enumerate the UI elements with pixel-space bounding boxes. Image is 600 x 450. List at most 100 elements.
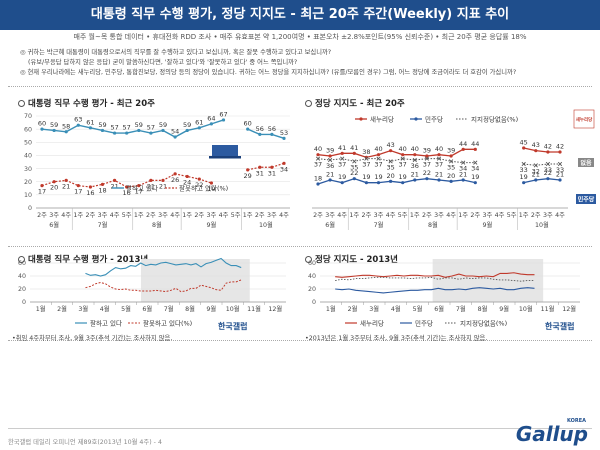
c2-minju-point-10: [437, 178, 441, 182]
c4-month-8: 9월: [499, 304, 509, 313]
c1-x-tick-8: 1주: [134, 211, 144, 219]
c4-ytick-2: 40: [308, 273, 316, 280]
c1-x-tick-18: 2주: [255, 211, 265, 219]
c1-approve-label-7: 57: [123, 124, 131, 132]
c3-disapprove-line-0: [85, 279, 242, 293]
c1-x-tick-13: 2주: [194, 211, 204, 219]
c2-x-tick-8: 1주: [410, 211, 420, 219]
c1-approve-label-17: 60: [244, 120, 252, 128]
c1-disapprove-label-8: 17: [135, 188, 143, 196]
c2-x-tick-11: 4주: [446, 211, 456, 219]
c1-ytick-6: 60: [24, 126, 32, 133]
c1-legend-approve: 잘하고 있다: [126, 184, 158, 193]
c3-legend-approve: 잘하고 있다: [90, 318, 122, 327]
c1-disapprove-label-0: 17: [38, 188, 46, 196]
c2-saenuri-label-1: 39: [326, 147, 334, 155]
c2-x-month-0: 6월: [325, 220, 335, 229]
c1-approve-point-2: [64, 130, 68, 134]
c1-disapprove-point-3: [76, 184, 80, 188]
c2-minju-point-19: [546, 177, 550, 181]
c1-disapprove-point-12: [185, 174, 189, 179]
c1-approve-point-13: [197, 126, 201, 130]
question-1: ◎ 귀하는 박근혜 대통령이 대통령으로서의 직무를 잘 수행하고 있다고 보십…: [20, 49, 332, 56]
c2-saenuri-point-10: [437, 153, 441, 157]
c2-minju-label-20: 21: [556, 171, 564, 179]
c1-approve-line-1: [247, 128, 285, 140]
c2-saenuri-line-1: [523, 147, 560, 153]
c2-saenuri-point-11: [449, 154, 453, 158]
c2-x-tick-2: 4주: [337, 211, 347, 219]
c1-disapprove-point-4: [88, 185, 92, 189]
c2-minju-point-1: [328, 178, 332, 182]
c2-callout-minju-box: [576, 194, 596, 204]
c2-x-tick-6: 4주: [386, 211, 396, 219]
c3-month-5: 6월: [142, 304, 152, 313]
c2-saenuri-point-1: [328, 154, 332, 158]
c2-none-label-20: 33: [556, 166, 564, 174]
c1-ytick-3: 30: [24, 166, 32, 173]
c2-x-tick-10: 3주: [434, 211, 444, 219]
panel-3-title-text: 대통령 직무 수행 평가 - 2013년: [28, 255, 149, 265]
c1-x-tick-5: 3주: [98, 211, 108, 219]
c2-callout-saenuri: 새누리당: [576, 116, 593, 123]
c3-ytick-3: 60: [18, 260, 26, 267]
c2-minju-point-7: [401, 181, 405, 185]
c1-approve-label-14: 64: [207, 114, 215, 122]
c1-disapprove-label-7: 16: [123, 189, 131, 197]
c2-x-tick-17: 1주: [519, 211, 529, 219]
c4-month-3: 4월: [391, 304, 401, 313]
c4-legend-minju: 민주당: [415, 318, 433, 327]
c1-approve-point-7: [125, 131, 129, 135]
c1-approve-label-1: 59: [50, 121, 58, 129]
c2-minju-point-17: [522, 181, 526, 185]
c3-month-3: 4월: [100, 304, 110, 313]
question-1-text: 귀하는 박근혜 대통령이 대통령으로서의 직무를 잘 수행하고 있다고 보십니까…: [27, 49, 332, 56]
c2-minju-label-0: 18: [314, 175, 322, 183]
c4-month-10: 11월: [541, 304, 555, 313]
c1-approve-point-10: [161, 128, 165, 133]
gallup-logo-sup: KOREA: [566, 418, 586, 424]
c1-disapprove-label-5: 18: [98, 186, 106, 194]
c2-none-label-17: 33: [520, 166, 528, 174]
c4-legend-saenuri: 새누리당: [360, 318, 384, 327]
page-title: 대통령 직무 수행 평가, 정당 지지도 - 최근 20주 주간(Weekly)…: [0, 0, 600, 30]
c1-x-month-2: 8월: [152, 220, 162, 229]
c1-disapprove-label-11: 26: [171, 176, 179, 184]
c3-ytick-1: 20: [18, 286, 26, 293]
c2-none-point-9: [424, 156, 430, 161]
c1-approve-label-2: 58: [62, 122, 70, 130]
c2-saenuri-point-5: [376, 153, 381, 157]
note-panel-3: •취임 4주차부터 조사, 9월 3주(추석 기간)는 조사하지 않음.: [12, 335, 173, 342]
c1-x-tick-19: 3주: [267, 211, 277, 219]
bullet-icon: [305, 256, 312, 263]
c2-legend-saenuri: 새누리당: [370, 114, 394, 123]
c2-none-label-1: 36: [326, 162, 334, 170]
c2-x-tick-1: 3주: [325, 211, 335, 219]
c2-none-point-5: [376, 156, 381, 161]
c1-approve-point-9: [149, 131, 153, 135]
c2-saenuri-point-8: [413, 153, 417, 157]
c3-month-9: 10월: [226, 304, 240, 313]
c1-x-tick-4: 2주: [85, 211, 95, 219]
c2-saenuri-label-19: 42: [544, 143, 552, 151]
bullet-icon: [18, 100, 25, 107]
c2-none-label-12: 34: [459, 165, 467, 173]
c1-x-tick-12: 1주: [182, 211, 192, 219]
c2-x-tick-13: 2주: [470, 211, 480, 219]
c1-disapprove-point-20: [282, 161, 286, 165]
blue-house-base-icon: [209, 156, 241, 159]
c3-month-8: 9월: [206, 304, 216, 313]
c2-minju-point-11: [449, 179, 453, 183]
c2-x-tick-20: 4주: [555, 211, 565, 219]
c1-ytick-0: 0: [28, 205, 32, 212]
c2-minju-label-18: 21: [532, 171, 540, 179]
footer-divider: [8, 428, 592, 429]
c2-saenuri-point-6: [389, 149, 393, 153]
c2-none-point-12: [461, 160, 466, 165]
c4-minju-line-0: [335, 287, 535, 294]
c2-saenuri-label-18: 43: [532, 141, 540, 149]
c1-approve-point-6: [113, 131, 117, 135]
c1-approve-label-5: 59: [98, 121, 106, 129]
c3-highlight-band: [140, 259, 250, 302]
c2-minju-label-8: 21: [411, 171, 419, 179]
